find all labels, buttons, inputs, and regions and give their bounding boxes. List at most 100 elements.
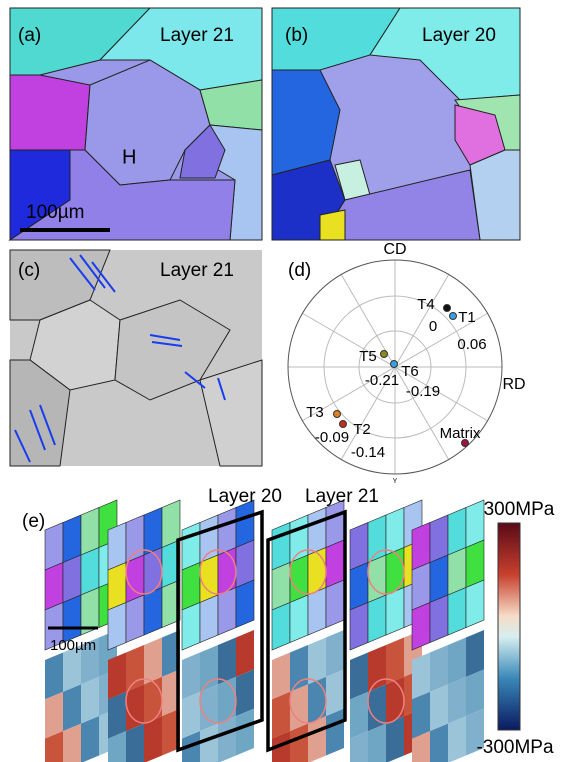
map-cell [44, 522, 64, 571]
map-cell [182, 652, 200, 700]
map-cell [45, 731, 63, 762]
colorbar [497, 522, 521, 731]
map-cell [107, 562, 127, 611]
map-cell [181, 562, 201, 611]
map-cell [125, 554, 145, 603]
map-cell [448, 637, 466, 685]
point-name: T5 [359, 348, 377, 365]
map-cell [326, 630, 344, 677]
map-cell [466, 669, 484, 717]
point-name: T4 [417, 296, 435, 313]
point-name: T1 [458, 309, 476, 326]
map-cell [81, 676, 99, 724]
map-cell [199, 514, 219, 563]
map-cell [350, 652, 368, 700]
map-cell [307, 507, 327, 556]
pole-point [339, 420, 347, 428]
map-cell [289, 554, 309, 603]
map-cell [218, 637, 236, 685]
point-value: -0.21 [365, 372, 399, 389]
grain-outline [367, 549, 405, 595]
map-cell [430, 684, 448, 732]
map-cell [199, 594, 219, 643]
map-cell [80, 547, 100, 596]
scale-bar-label: 100µm [26, 202, 84, 223]
grain-outline [125, 549, 163, 595]
map-cell [181, 602, 201, 651]
pole-point [449, 312, 457, 320]
axis-label: Y [393, 478, 398, 485]
map-cell [45, 652, 63, 700]
map-cell [217, 547, 237, 596]
map-cell [430, 645, 448, 692]
grain-map-a [8, 7, 263, 241]
map-cell [325, 579, 345, 628]
map-cell [429, 594, 449, 643]
grain-label: H [122, 146, 136, 168]
grain-outline [289, 549, 327, 595]
grain-outline [199, 678, 237, 724]
map-cell [411, 562, 431, 611]
map-cell [429, 554, 449, 603]
map-cell [235, 499, 255, 548]
pole-point [380, 350, 388, 358]
pole-point [333, 410, 341, 418]
map-cell [218, 716, 236, 762]
map-cell [200, 723, 218, 762]
map-cell [385, 507, 405, 556]
map-cell [290, 684, 308, 732]
point-value: -0.09 [315, 429, 349, 446]
map-cell [162, 630, 180, 677]
layer-label: Layer 21 [305, 486, 379, 507]
map-cell [447, 587, 467, 636]
map-cell [430, 723, 448, 762]
map-cell [308, 676, 326, 724]
map-cell [411, 522, 431, 571]
map-cell [349, 602, 369, 651]
map-cell [217, 507, 237, 556]
map-cell [308, 637, 326, 685]
map-cell [349, 522, 369, 571]
map-cell [63, 684, 81, 732]
map-cell [349, 562, 369, 611]
map-cell [386, 676, 404, 724]
point-value: 0.06 [457, 336, 486, 353]
map-cell [143, 507, 163, 556]
map-cell [429, 514, 449, 563]
map-cell [144, 637, 162, 685]
point-name: T3 [306, 404, 324, 421]
map-cell [466, 630, 484, 677]
map-cell [125, 594, 145, 643]
map-cell [386, 637, 404, 685]
map-cell [126, 723, 144, 762]
map-cell [80, 507, 100, 556]
panel-label: (c) [18, 260, 40, 281]
map-cell [326, 669, 344, 717]
panel-title: Layer 21 [160, 260, 234, 281]
point-value: -0.14 [351, 444, 385, 461]
map-cell [412, 652, 430, 700]
point-name: T6 [401, 363, 419, 380]
map-cell [411, 602, 431, 651]
scale-bar-label: 100µm [50, 637, 96, 654]
map-cell [447, 547, 467, 596]
map-cell [199, 554, 219, 603]
grain-outline [199, 549, 237, 595]
map-cell [272, 691, 290, 739]
map-cell [307, 587, 327, 636]
point-value: -0.19 [406, 383, 440, 400]
axis-label: RD [502, 376, 525, 393]
map-cell [126, 645, 144, 692]
map-cell [62, 554, 82, 603]
map-cell [235, 539, 255, 588]
stress-maps [44, 499, 485, 762]
panel-label: (a) [18, 25, 41, 46]
panel-title: Layer 20 [422, 25, 496, 46]
map-cell [448, 716, 466, 762]
map-cell [385, 547, 405, 596]
point-name: T2 [353, 421, 371, 438]
map-cell [182, 691, 200, 739]
map-cell [62, 514, 82, 563]
map-cell [368, 684, 386, 732]
